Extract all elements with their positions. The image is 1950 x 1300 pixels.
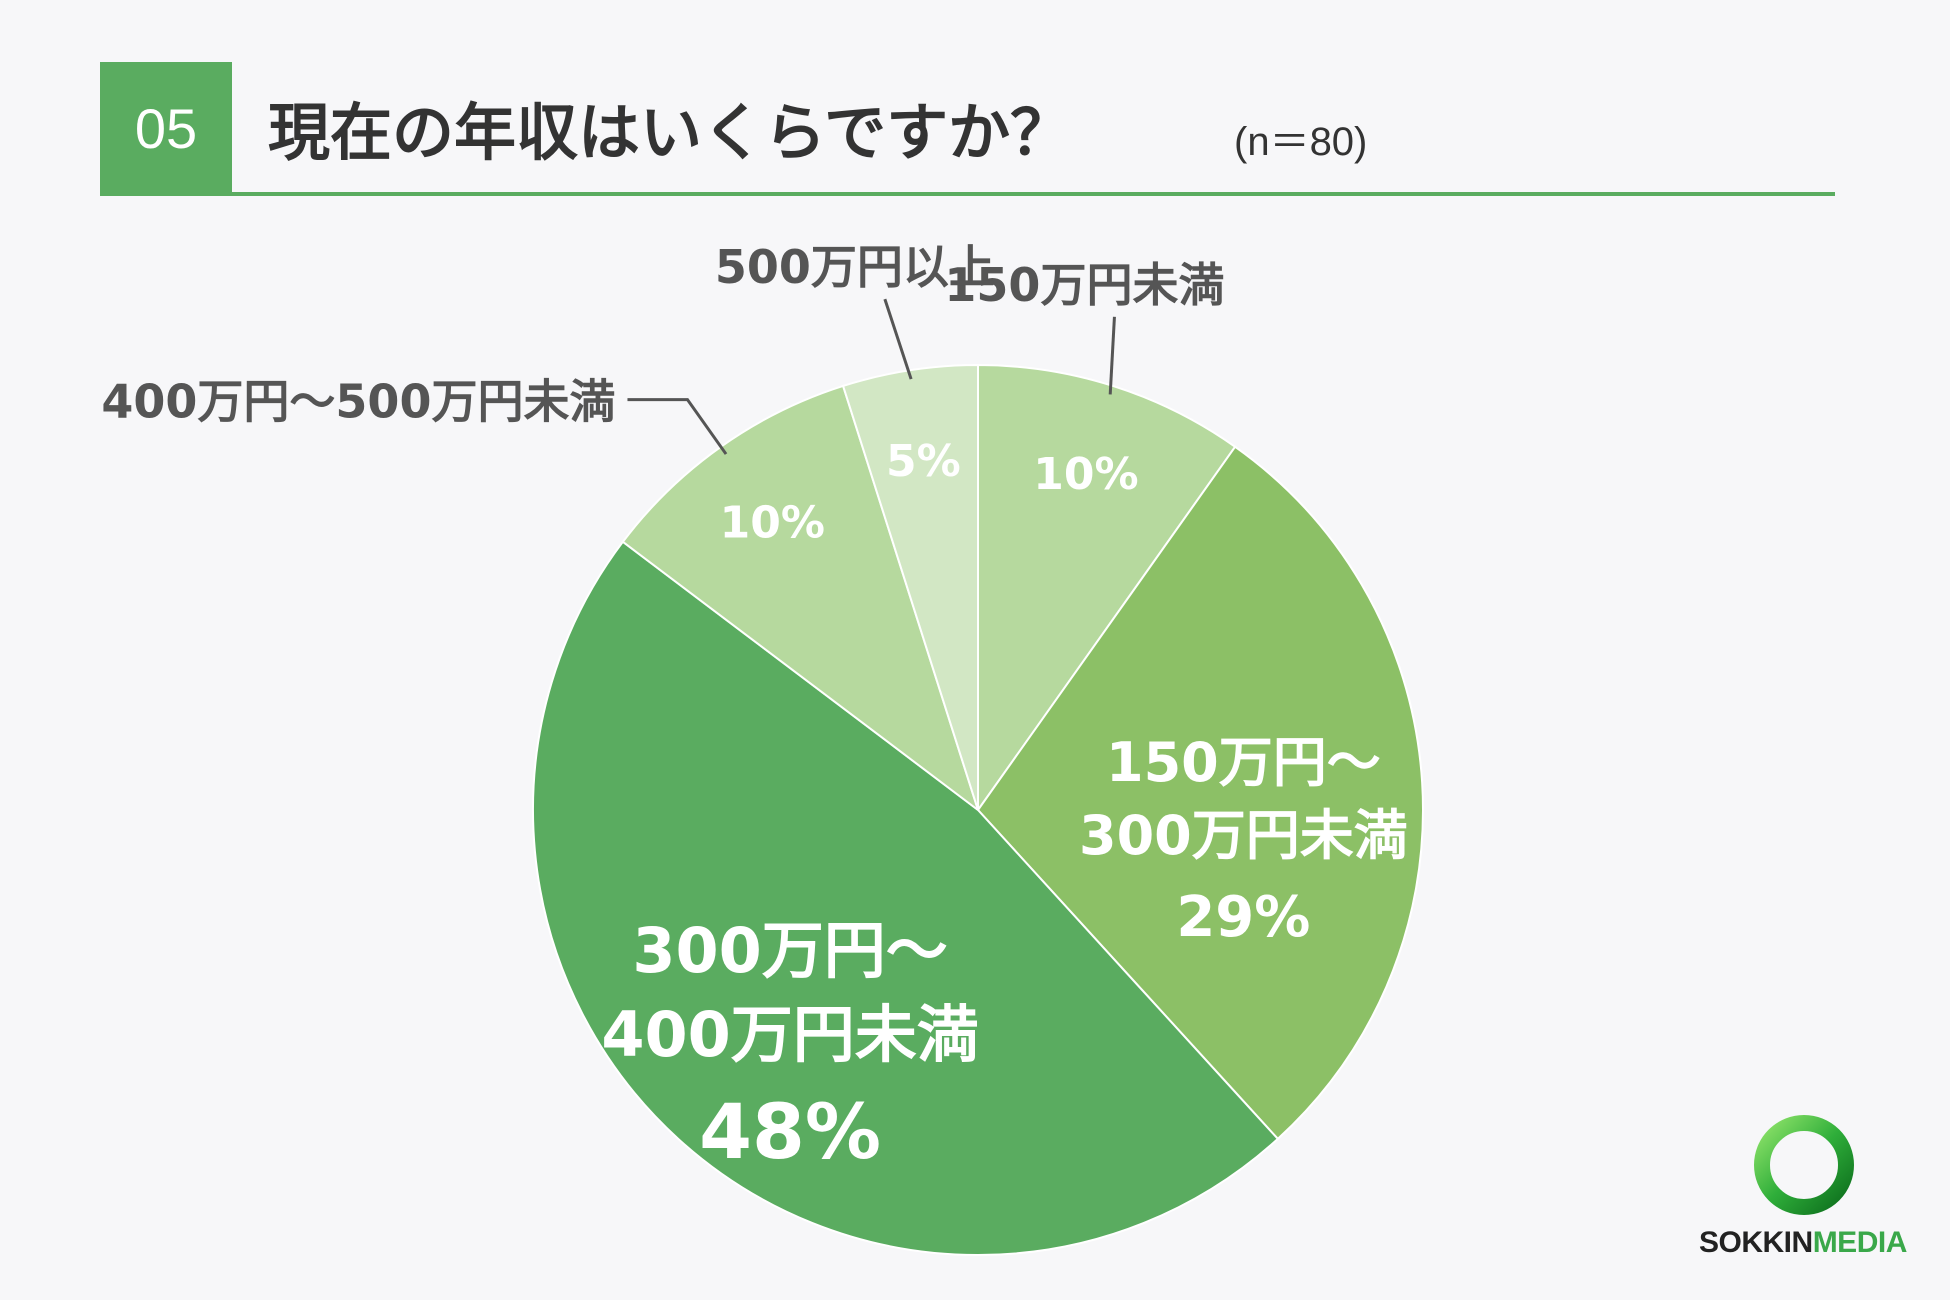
slice-1-value-label: 10% xyxy=(1033,449,1138,500)
slice-4-category-label: 400万円～500万円未満 xyxy=(101,375,615,429)
question-title: 現在の年収はいくらですか？ xyxy=(268,96,1073,169)
slice-1-category-label: 150万円未満 xyxy=(944,258,1224,312)
question-number-badge: 05 xyxy=(100,62,232,195)
slice-5-category-label: 500万円以上 xyxy=(715,240,995,294)
slice-3-label-line-2: 400万円未満 xyxy=(601,998,978,1071)
header: 05 現在の年収はいくらですか？ (n＝80) xyxy=(0,0,1950,200)
slice-3-wedge xyxy=(532,540,1280,1256)
slice-2-value-label: 29% xyxy=(1176,885,1310,950)
slice-4-value-label: 10% xyxy=(720,497,825,548)
slice-3-label-line-1: 300万円～ xyxy=(632,914,947,987)
slice-2-label-line-2: 300万円未満 xyxy=(1079,804,1408,867)
slice-3-value-label: 48% xyxy=(699,1087,881,1176)
slice-2-label-line-1: 150万円～ xyxy=(1106,731,1381,794)
logo-wordmark: SOKKINMEDIA xyxy=(1699,1226,1907,1259)
slice-1-wedge xyxy=(977,363,1237,814)
slice-5-leader-line xyxy=(883,298,913,380)
header-divider xyxy=(100,192,1835,196)
slice-1-leader-line xyxy=(1108,316,1116,395)
slice-2-wedge xyxy=(976,445,1424,1141)
sample-size: (n＝80) xyxy=(1234,120,1368,164)
sokkin-media-logo xyxy=(1754,1115,1854,1215)
slice-5-value-label: 5% xyxy=(886,436,961,487)
slice-4-leader-line xyxy=(627,398,728,455)
